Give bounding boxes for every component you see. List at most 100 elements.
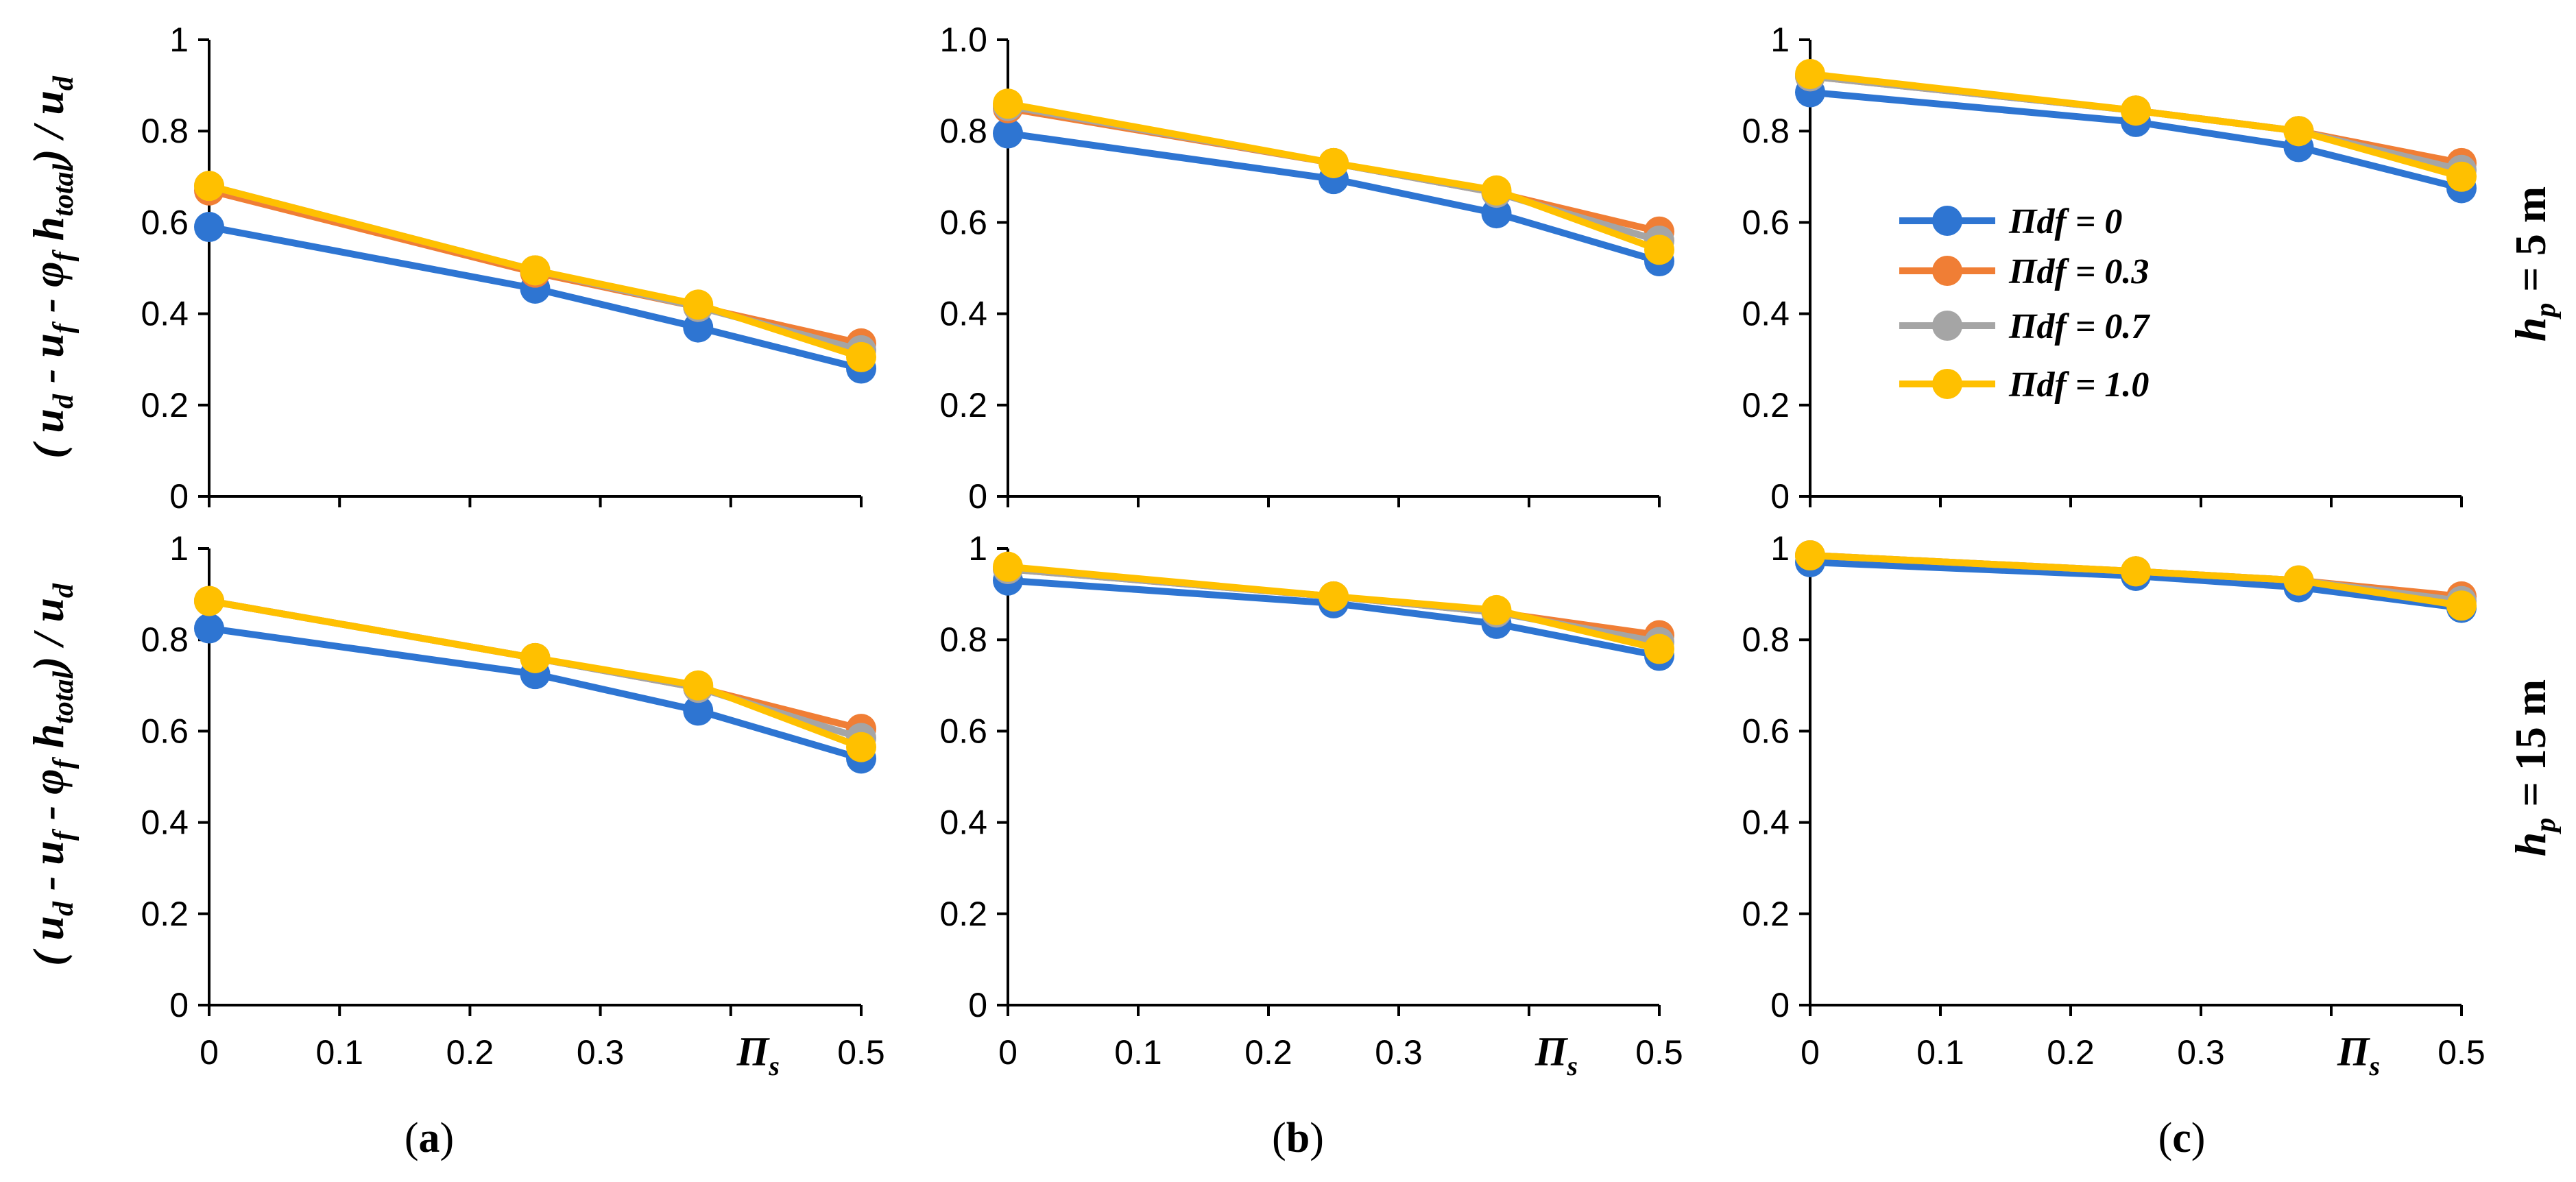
panel-b-row2-ytick-label: 0.6	[939, 712, 987, 750]
panel-c-row2-series-3-point	[1795, 540, 1825, 570]
panel-c-row2-xtick-label: 0.5	[2437, 1033, 2485, 1072]
panel-c-row2-ytick-label: 0.4	[1742, 804, 1790, 842]
panel-c-row1-series-3-point	[2283, 116, 2314, 147]
panel-a-row1-ytick-label: 0.2	[141, 386, 189, 424]
panel-c-row1-ytick-label: 0.8	[1742, 112, 1790, 150]
panel-a-row1-ytick-label: 1	[169, 21, 189, 59]
panel-b-row1: 0 0.2 0.4 0.6 0.8 1.0	[939, 21, 1674, 516]
panel-b-row1-series-3-point	[1644, 234, 1674, 265]
legend-marker-3	[1932, 369, 1962, 399]
panel-a-row1-series-3-point	[194, 171, 224, 202]
panel-b-row1-series-3-point	[1319, 147, 1349, 178]
panel-c-row1-ytick-label: 0.6	[1742, 203, 1790, 241]
panel-c-row2-xtick-label: 0.3	[2177, 1033, 2225, 1072]
legend-marker-1	[1932, 256, 1962, 286]
legend-label-1: Πdf = 0.3	[2008, 252, 2149, 291]
panel-b-row1-series-line-0	[1007, 130, 1661, 265]
panel-c-row1-ytick-label: 0.4	[1742, 295, 1790, 333]
panel-label-b: (b)	[1272, 1115, 1324, 1161]
panel-c-row2-ytick-label: 0.6	[1742, 712, 1790, 750]
panel-b-row2-ytick-label: 0	[968, 986, 987, 1024]
panel-b-row2-series-line-3	[1007, 563, 1661, 653]
panel-a-row2-xtick-label: 0	[200, 1033, 219, 1072]
panel-c-row2-series-3-point	[2283, 565, 2314, 596]
panel-a-row2-series-line-0	[208, 625, 863, 762]
panel-c-row2-series-line-3	[1809, 551, 2462, 610]
panel-a-row2-xtick-label: 0.2	[446, 1033, 494, 1072]
panel-b-row2-xtick-label: 0.2	[1244, 1033, 1292, 1072]
legend-label-3: Πdf = 1.0	[2008, 365, 2149, 405]
panel-a-row2-series-line-3	[208, 597, 863, 751]
panel-b-row1-ytick-label: 0.4	[939, 295, 987, 333]
panel-a-row2-series-3-point	[520, 642, 551, 673]
panel-a-row1-series-0-point	[194, 212, 224, 243]
panel-a-row2-pi-s-label: Πs	[736, 1029, 780, 1081]
panel-label-c: (c)	[2158, 1115, 2206, 1161]
panel-a-row1-ytick-label: 0.8	[141, 112, 189, 150]
panel-c-row1-series-line-0	[1809, 88, 2463, 192]
panel-a-row1-series-3-point	[520, 255, 551, 286]
panel-a-row1-ytick-label: 0.4	[141, 295, 189, 333]
panel-a-row2-series-0-point	[194, 613, 224, 644]
panel-b-row2-xtick-label: 0.5	[1635, 1033, 1683, 1072]
panel-b-row2-series-3-point	[993, 551, 1023, 582]
panel-b-row1-series-3-point	[1481, 175, 1512, 206]
panel-b-row2-series-line-0	[1007, 577, 1660, 660]
panel-a-row1-ytick-label: 0	[169, 477, 189, 516]
panel-c-row1-series-3-point	[2121, 95, 2151, 126]
panel-a-row1-series-line-3	[208, 182, 863, 361]
plots-layer: 0 0.2 0.4 0.6 0.8 1 0 0.2 0.4 0.6 0.8 1.0 0 0.2 0.4 0.6…	[141, 21, 2485, 1081]
legend-marker-2	[1932, 311, 1962, 341]
panel-a-row2-ytick-label: 0.4	[141, 804, 189, 842]
panel-b-row1-series-line-3	[1007, 100, 1661, 254]
panel-b-row2-ytick-label: 0.4	[939, 804, 987, 842]
panel-c-row2-xtick-label: 0	[1801, 1033, 1820, 1072]
panel-a-row1-ytick-label: 0.6	[141, 203, 189, 241]
panel-b-row1-ytick-label: 0.2	[939, 386, 987, 424]
panel-c-row1-ytick-label: 0	[1770, 477, 1790, 516]
panel-c-row1-series-3-point	[1795, 58, 1825, 89]
panel-c-row1-ytick-label: 1	[1770, 21, 1790, 59]
panel-a-row2-series-3-point	[194, 586, 224, 616]
panel-b-row2-xtick-label: 0.1	[1114, 1033, 1162, 1072]
panel-a-row2-ytick-label: 1	[169, 529, 189, 568]
panel-label-a: (a)	[405, 1115, 454, 1161]
legend-marker-0	[1932, 206, 1962, 236]
panel-c-row2-xtick-label: 0.1	[1916, 1033, 1964, 1072]
panel-c-row2-ytick-label: 1	[1770, 529, 1790, 568]
panel-b-row1-series-0-point	[993, 118, 1023, 149]
panel-c-row2-series-3-point	[2446, 590, 2477, 621]
panel-a-row1-series-line-0	[208, 224, 863, 372]
legend: Πdf = 0 Πdf = 0.3 Πdf = 0.7 Πdf = 1.0	[1899, 202, 2150, 405]
panel-c-row2-ytick-label: 0.8	[1742, 620, 1790, 659]
panel-b-row2-xtick-label: 0.3	[1375, 1033, 1423, 1072]
panel-b-row2-xtick-label: 0	[998, 1033, 1018, 1072]
panel-a-row2-xtick-label: 0.3	[577, 1033, 625, 1072]
legend-label-0: Πdf = 0	[2008, 202, 2122, 241]
panel-b-row1-ytick-label: 0	[968, 477, 987, 516]
panel-a-row1: 0 0.2 0.4 0.6 0.8 1	[141, 21, 876, 516]
panel-b-row2-ytick-label: 1	[968, 529, 987, 568]
y-axis-label-top: ( ud - uf - φf htotal) / ud	[24, 75, 80, 459]
panel-c-row2-ytick-label: 0	[1770, 986, 1790, 1024]
panel-c-row2-ytick-label: 0.2	[1742, 895, 1790, 933]
panel-a-row2-ytick-label: 0.8	[141, 620, 189, 659]
panel-c-row1: 0 0.2 0.4 0.6 0.8 1	[1742, 21, 2477, 516]
row-label-hp-5m: hp = 5 m	[2506, 186, 2562, 341]
panel-b-row2-series-3-point	[1644, 634, 1674, 664]
panel-b-row1-ytick-label: 0.6	[939, 203, 987, 241]
panel-a-row2-xtick-label: 0.1	[315, 1033, 363, 1072]
panel-b-row2-ytick-label: 0.8	[939, 620, 987, 659]
panel-b-row1-ytick-label: 1.0	[939, 21, 987, 59]
panel-b-row2-pi-s-label: Πs	[1534, 1029, 1578, 1081]
panel-c-row2-pi-s-label: Πs	[2337, 1029, 2380, 1081]
row-label-hp-15m: hp = 15 m	[2506, 679, 2562, 856]
panel-c-row1-series-3-point	[2446, 161, 2477, 192]
panel-a-row2-ytick-label: 0.2	[141, 895, 189, 933]
panel-c-row2-series-3-point	[2121, 556, 2151, 587]
panel-a-row1-series-3-point	[683, 289, 714, 320]
panel-b-row2: 0 0.2 0.4 0.6 0.8 1 0 0.1 0.2 0.3 Πs 0.5	[939, 529, 1683, 1081]
panel-a-row2-series-3-point	[683, 670, 714, 701]
panel-a-row2-series-3-point	[846, 732, 876, 762]
